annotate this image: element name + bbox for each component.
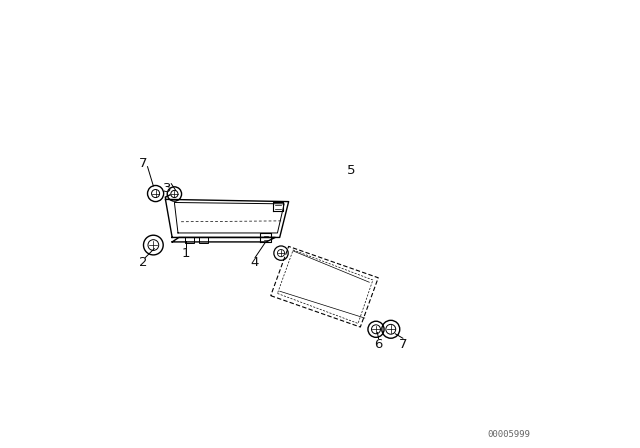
Text: 7: 7: [139, 157, 147, 170]
Text: 1: 1: [181, 246, 190, 260]
Text: 7: 7: [399, 338, 407, 352]
Text: 6: 6: [374, 338, 383, 352]
Text: 2: 2: [139, 255, 147, 269]
Text: 5: 5: [347, 164, 356, 177]
Text: 4: 4: [251, 255, 259, 269]
Text: 00005999: 00005999: [488, 430, 531, 439]
Bar: [198, 237, 207, 243]
Text: 3: 3: [163, 181, 172, 195]
Bar: [185, 237, 194, 243]
